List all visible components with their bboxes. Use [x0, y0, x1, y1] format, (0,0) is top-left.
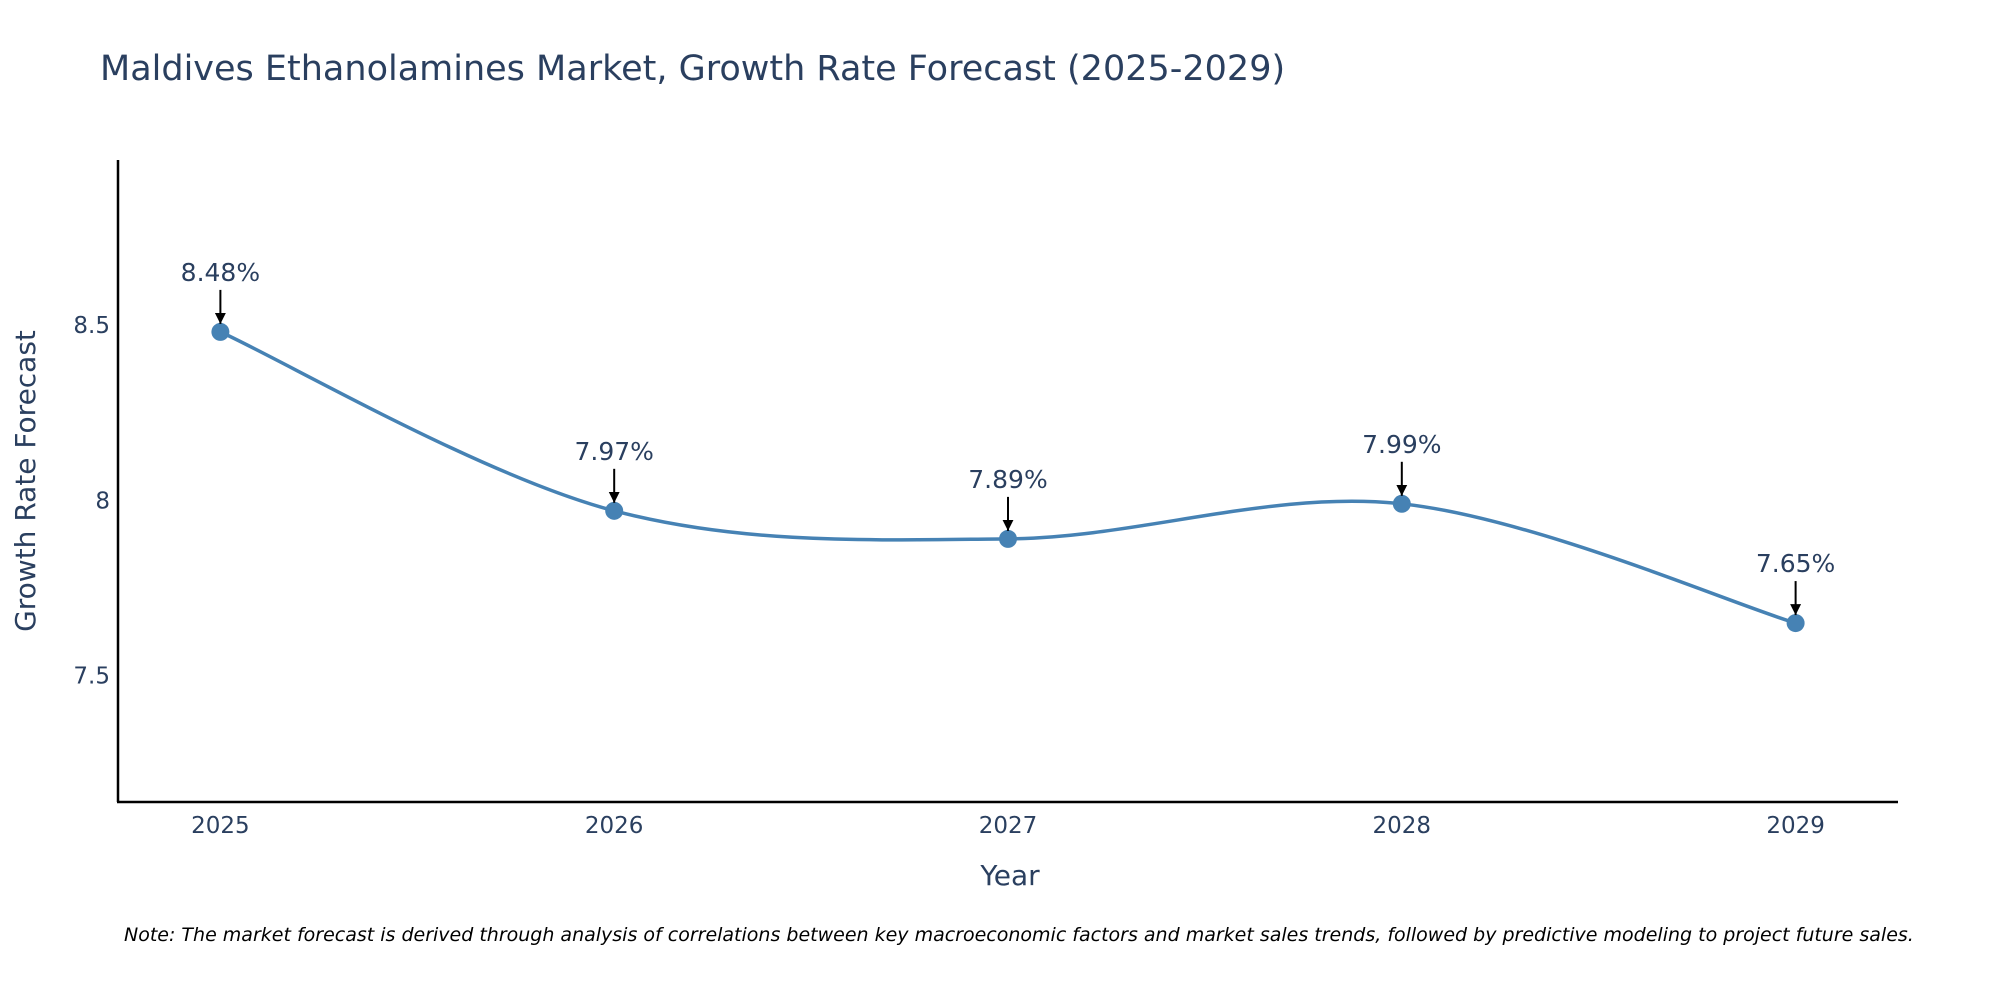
y-tick-label: 7.5	[73, 664, 110, 690]
data-label: 7.99%	[1362, 430, 1441, 459]
data-label: 7.97%	[574, 437, 653, 466]
data-point-marker	[605, 501, 624, 520]
data-point-marker	[211, 322, 230, 341]
data-point-marker	[1392, 494, 1411, 513]
footnote: Note: The market forecast is derived thr…	[124, 924, 1914, 946]
x-tick-label: 2027	[979, 813, 1038, 839]
y-axis-title: Growth Rate Forecast	[9, 330, 42, 632]
x-tick-label: 2029	[1766, 813, 1825, 839]
data-label: 7.65%	[1756, 549, 1835, 578]
data-label: 7.89%	[968, 465, 1047, 494]
data-point-marker	[999, 529, 1017, 548]
y-tick-label: 8	[95, 488, 110, 514]
data-label: 8.48%	[181, 258, 260, 287]
x-tick-label: 2026	[585, 813, 644, 839]
chart-title: Maldives Ethanolamines Market, Growth Ra…	[100, 49, 1285, 89]
data-point-marker	[1786, 614, 1805, 633]
plot-area: 7.5 8 8.5 2025 2026 2027 2028 2029 8.48% 7.97% 7.8…	[73, 258, 1835, 839]
x-tick-label: 2025	[191, 813, 250, 839]
x-tick-label: 2028	[1373, 813, 1432, 839]
x-axis-title: Year	[979, 859, 1040, 892]
y-tick-label: 8.5	[73, 313, 110, 339]
